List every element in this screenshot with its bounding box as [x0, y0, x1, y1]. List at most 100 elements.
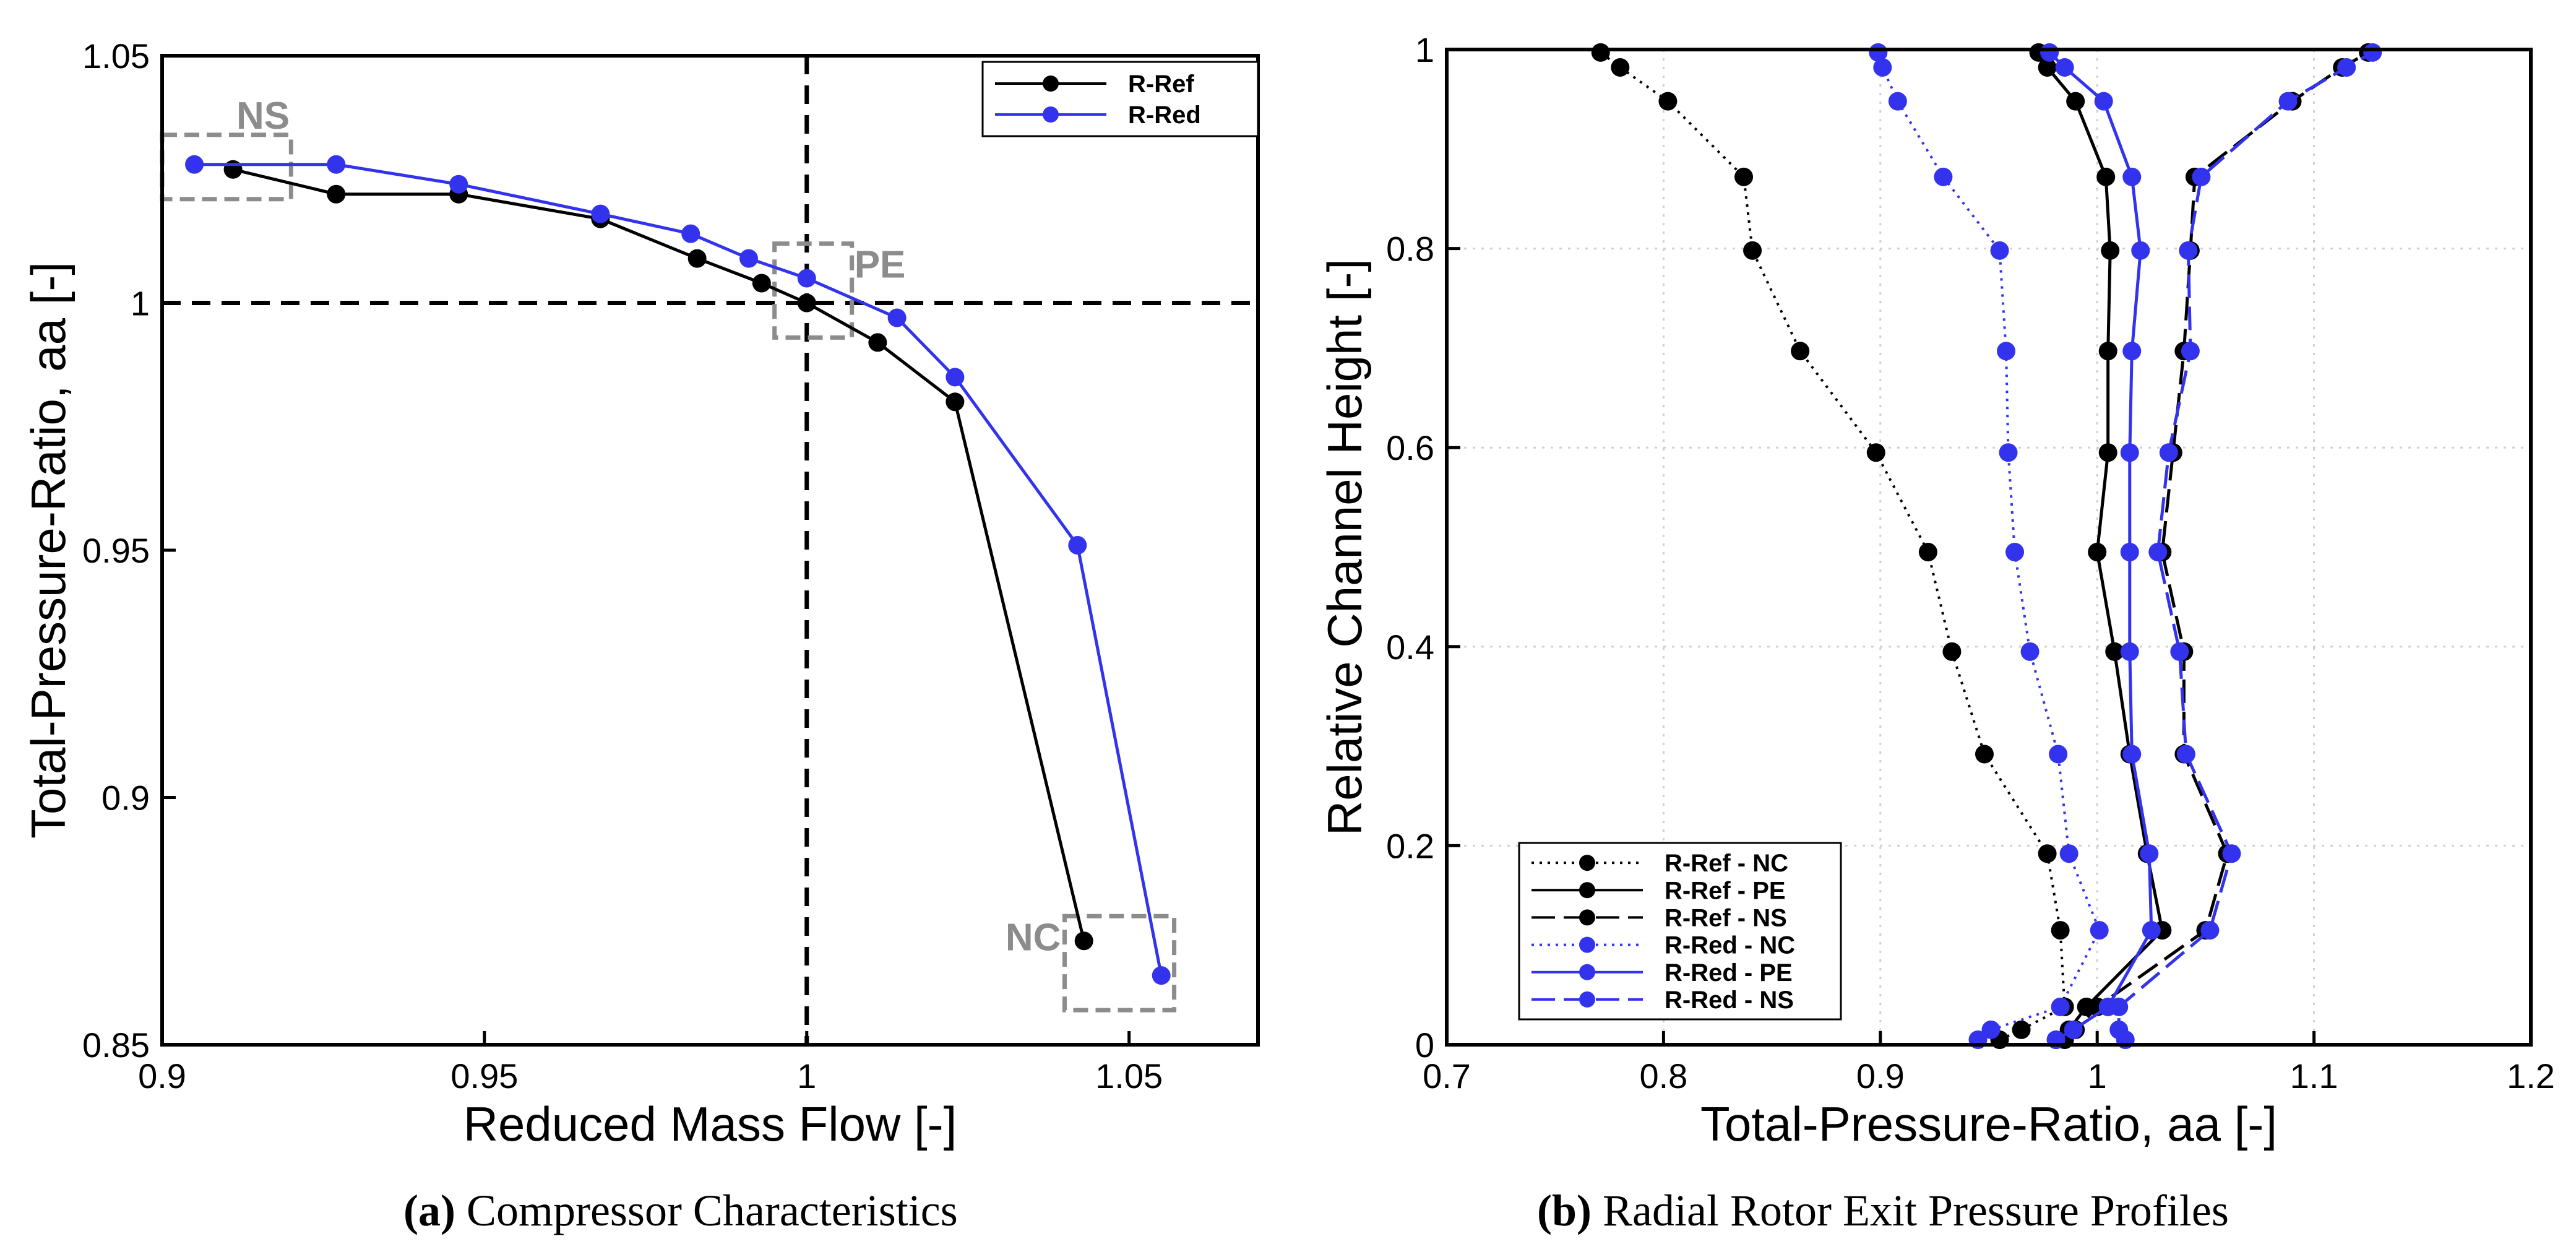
y-tick-label-1: 0.9 [101, 779, 150, 818]
annotation-box-ns [160, 132, 293, 202]
y-tick-label-3: 0.6 [1386, 428, 1434, 467]
data-point-b-0-5 [1975, 745, 1994, 764]
data-point-b-0-10 [1743, 241, 1762, 260]
data-point-b-5-10 [2179, 241, 2198, 260]
data-point-b-1-12 [2066, 92, 2085, 111]
data-point-b-1-10 [2101, 241, 2120, 260]
data-point-a-1-7 [887, 308, 907, 327]
data-point-b-5-2 [2109, 997, 2129, 1016]
data-point-b-3-12 [1888, 92, 1907, 111]
data-point-b-4-6 [2120, 642, 2139, 661]
annotation-label-ns: NS [236, 95, 290, 137]
x-tick-label-3: 1.05 [1095, 1056, 1163, 1095]
series-line-b-3 [1877, 52, 2101, 1041]
data-point-b-3-5 [2049, 745, 2068, 764]
data-point-b-1-13 [2038, 58, 2057, 77]
data-point-b-5-8 [2159, 443, 2178, 462]
caption-b-letter: (b) [1537, 1186, 1592, 1235]
legend-label-1: R-Ref - PE [1665, 877, 1786, 904]
data-point-a-1-0 [185, 155, 204, 174]
x-tick-label-5: 1.2 [2507, 1056, 2555, 1095]
data-point-b-0-12 [1658, 92, 1678, 111]
legend-label-2: R-Ref - NS [1665, 904, 1787, 931]
x-tick-label-2: 1 [797, 1056, 816, 1095]
y-tick-label-2: 0.4 [1386, 628, 1434, 667]
data-point-a-1-5 [739, 249, 759, 268]
caption-b-text: Radial Rotor Exit Pressure Profiles [1603, 1186, 2229, 1235]
data-point-a-1-6 [797, 269, 816, 288]
legend-label-1: R-Red [1128, 102, 1201, 129]
data-point-b-4-12 [2094, 92, 2113, 111]
series-line-b-2 [2063, 51, 2369, 1041]
caption-a-letter: (a) [403, 1186, 455, 1235]
data-point-b-4-9 [2122, 342, 2142, 361]
series-line-a-0 [233, 168, 1086, 941]
data-point-b-0-11 [1734, 167, 1754, 186]
data-point-b-1-9 [2098, 342, 2117, 361]
x-tick-label-1: 0.95 [450, 1056, 518, 1095]
data-point-b-0-14 [1591, 43, 1610, 62]
data-point-a-0-0 [223, 160, 243, 179]
y-tick-label-0: 0 [1415, 1026, 1434, 1065]
data-point-b-5-5 [2176, 745, 2195, 764]
data-point-b-1-11 [2096, 167, 2116, 186]
data-point-b-5-7 [2148, 543, 2168, 562]
annotation-box-pe [772, 241, 855, 340]
data-point-b-3-2 [2051, 997, 2070, 1016]
data-point-b-0-6 [1942, 642, 1962, 661]
plot-frame [160, 54, 1260, 1047]
series-line-b-0 [1600, 51, 2066, 1041]
legend: R-Ref R-Red [981, 61, 1259, 137]
series-line-a-1 [194, 163, 1163, 976]
data-point-b-4-11 [2122, 167, 2142, 186]
data-point-b-3-14 [1869, 43, 1888, 62]
y-axis-label: Total-Pressure-Ratio, aa [-] [21, 262, 75, 839]
data-point-b-3-13 [1873, 58, 1892, 77]
data-point-b-4-1 [2064, 1020, 2083, 1039]
data-point-a-0-7 [868, 333, 887, 352]
y-tick-label-1: 0.2 [1386, 826, 1434, 865]
legend-swatch-marker-1 [1579, 882, 1595, 899]
data-point-b-3-3 [2090, 921, 2109, 940]
data-point-a-0-6 [797, 293, 816, 313]
data-point-b-3-7 [2005, 543, 2025, 562]
data-point-b-3-4 [2059, 844, 2078, 863]
legend-label-0: R-Ref - NC [1665, 850, 1788, 877]
data-point-a-1-2 [449, 175, 468, 194]
data-point-b-5-4 [2222, 844, 2241, 863]
data-point-b-0-1 [2012, 1020, 2031, 1039]
legend-swatch-marker-5 [1579, 991, 1595, 1008]
data-point-b-4-8 [2120, 443, 2139, 462]
x-tick-label-0: 0.9 [138, 1056, 186, 1095]
data-point-a-1-10 [1152, 966, 1171, 985]
data-point-b-5-1 [2109, 1020, 2129, 1039]
y-tick-label-0: 0.85 [82, 1026, 150, 1065]
annotation-label-pe: PE [855, 244, 906, 287]
data-point-b-0-4 [2038, 844, 2057, 863]
y-axis-label: Relative Channel Height [-] [1317, 259, 1372, 836]
data-point-b-1-7 [2088, 543, 2107, 562]
data-point-b-3-8 [1999, 443, 2018, 462]
legend-label-4: R-Red - PE [1665, 959, 1793, 987]
data-point-b-3-11 [1934, 167, 1953, 186]
y-tick-label-4: 0.8 [1386, 230, 1434, 269]
data-point-b-3-10 [1990, 241, 2009, 260]
legend-swatch-marker-3 [1579, 936, 1595, 953]
legend-swatch-marker-0 [1579, 855, 1595, 871]
data-point-b-0-3 [2051, 921, 2070, 940]
data-point-b-4-3 [2142, 921, 2161, 940]
x-axis-label: Reduced Mass Flow [-] [463, 1097, 957, 1151]
legend-swatch-marker-2 [1579, 909, 1595, 926]
data-point-a-0-9 [1074, 931, 1093, 951]
data-point-b-5-12 [2278, 92, 2298, 111]
data-point-b-5-9 [2181, 342, 2200, 361]
data-point-b-5-11 [2192, 167, 2211, 186]
data-point-b-0-13 [1611, 58, 1630, 77]
y-tick-label-5: 1 [1415, 30, 1434, 69]
data-point-b-4-5 [2122, 745, 2142, 764]
caption-b: (b) Radial Rotor Exit Pressure Profiles [1537, 1185, 2229, 1237]
legend-label-3: R-Red - NC [1665, 932, 1795, 959]
legend: R-Ref - NCR-Ref - PER-Ref - NSR-Red - NC… [1518, 842, 1842, 1021]
